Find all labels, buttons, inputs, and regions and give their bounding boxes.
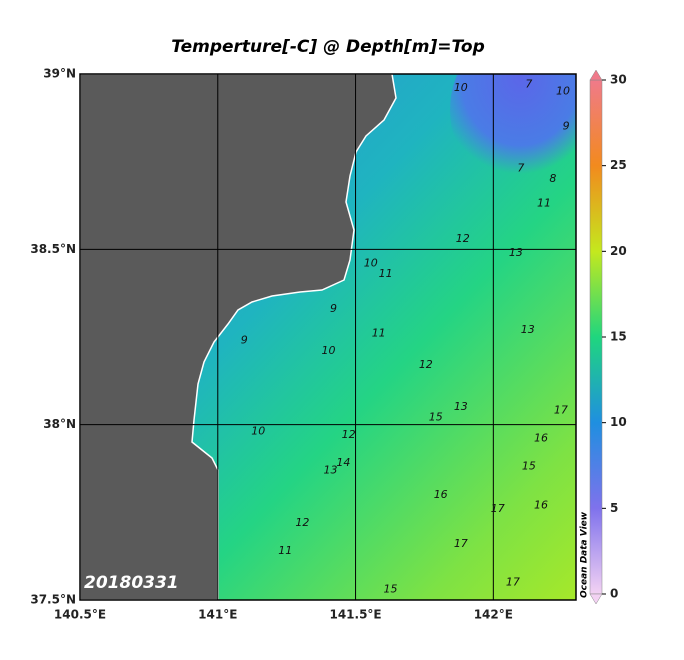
contour-label: 15	[429, 411, 443, 424]
y-tick-label: 38.5°N	[30, 242, 76, 256]
contour-label: 9	[563, 120, 570, 133]
contour-label: 11	[278, 544, 292, 557]
x-tick-label: 142°E	[474, 608, 513, 622]
contour-label: 10	[454, 81, 468, 94]
contour-label: 14	[336, 456, 350, 469]
colorbar-tick-label: 10	[610, 415, 627, 429]
contour-label: 10	[251, 425, 265, 438]
colorbar-tick-label: 5	[610, 501, 618, 515]
contour-label: 11	[537, 197, 551, 210]
credit: Ocean Data View	[580, 511, 590, 598]
grid	[80, 74, 576, 600]
x-tick-label: 140.5°E	[54, 608, 106, 622]
contour-label: 13	[323, 463, 337, 476]
colorbar-tick-label: 0	[610, 587, 618, 601]
contour-label: 12	[342, 428, 356, 441]
colorbar-body	[589, 79, 603, 595]
plot-frame	[79, 73, 577, 601]
contour-label: 12	[456, 232, 470, 245]
contour-label: 10	[322, 344, 336, 357]
y-tick-label: 38°N	[43, 417, 76, 431]
colorbar: 0 5 10 15 20 25 30	[589, 69, 627, 605]
colorbar-arrow-bottom	[589, 593, 603, 605]
land	[80, 74, 397, 600]
contour-label: 16	[534, 498, 548, 511]
contour-label: 10	[556, 85, 570, 98]
contour-label: 12	[295, 516, 309, 529]
colorbar-tick-label: 20	[610, 244, 627, 258]
colorbar-arrow-top	[589, 69, 603, 81]
contour-label: 12	[419, 358, 433, 371]
contour-label: 17	[506, 575, 520, 588]
contour-label: 15	[522, 460, 536, 473]
x-tick-label: 141.5°E	[329, 608, 381, 622]
contour-label: 11	[372, 326, 386, 339]
cold-water	[450, 74, 576, 190]
contour-label: 8	[549, 172, 556, 185]
contour-label: 13	[521, 323, 535, 336]
y-tick-label: 39°N	[43, 67, 76, 81]
colorbar-tick-label: 15	[610, 330, 627, 344]
x-tick-label: 141°E	[198, 608, 237, 622]
contour-label: 16	[534, 432, 548, 445]
contour-label: 17	[554, 404, 568, 417]
map-title: Temperture[-C] @ Depth[m]=Top	[171, 37, 485, 57]
colorbar-tick-label: 25	[610, 158, 627, 172]
contour-label: 17	[454, 537, 468, 550]
contour-label: 10	[364, 256, 378, 269]
contour-label: 16	[434, 488, 448, 501]
colorbar-tick-label: 30	[610, 73, 627, 87]
contour-label: 11	[379, 267, 393, 280]
contour-label: 7	[517, 162, 524, 175]
contour-label: 13	[454, 400, 468, 413]
contour-label: 7	[525, 78, 532, 91]
contour-label: 9	[241, 334, 248, 347]
contour-label: 9	[330, 302, 337, 315]
contour-label: 15	[384, 582, 398, 595]
date-stamp: 20180331	[84, 573, 179, 593]
y-tick-label: 37.5°N	[30, 593, 76, 607]
contour-label: 17	[491, 502, 505, 515]
contour-label: 13	[509, 246, 523, 259]
